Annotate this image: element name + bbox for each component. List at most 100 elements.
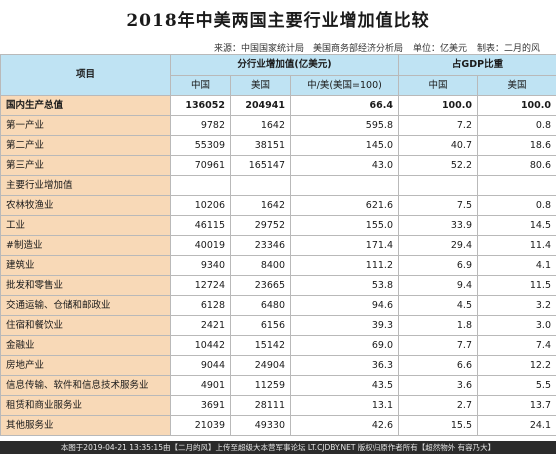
cell-usa-value: 23346 xyxy=(230,235,291,256)
cell-china-share: 4.5 xyxy=(398,295,478,316)
header-usa: 美国 xyxy=(230,75,291,96)
table-row: 第一产业 9782 1642 595.8 7.2 0.8 xyxy=(0,115,556,136)
cell-usa-value: 29752 xyxy=(230,215,291,236)
comparison-table: 项目 分行业增加值(亿美元) 占GDP比重 中国 美国 中/美(美国=100) … xyxy=(0,54,556,436)
cell-usa-value: 204941 xyxy=(230,95,291,116)
cell-china-value: 9044 xyxy=(170,355,231,376)
row-label: 第一产业 xyxy=(0,115,171,136)
cell-usa-share: 4.1 xyxy=(477,255,556,276)
cell-usa-share: 11.4 xyxy=(477,235,556,256)
cell-ratio: 53.8 xyxy=(290,275,399,296)
row-label: 第三产业 xyxy=(0,155,171,176)
cell-usa-value: 1642 xyxy=(230,115,291,136)
cell-ratio: 595.8 xyxy=(290,115,399,136)
table-row: 第三产业 70961 165147 43.0 52.2 80.6 xyxy=(0,155,556,176)
cell-usa-value: 15142 xyxy=(230,335,291,356)
cell-ratio: 145.0 xyxy=(290,135,399,156)
cell-usa-share: 3.0 xyxy=(477,315,556,336)
row-label: 住宿和餐饮业 xyxy=(0,315,171,336)
row-label: 其他服务业 xyxy=(0,415,171,436)
cell-ratio: 155.0 xyxy=(290,215,399,236)
table-row: 其他服务业 21039 49330 42.6 15.5 24.1 xyxy=(0,415,556,436)
cell-china-share: 33.9 xyxy=(398,215,478,236)
cell-usa-share: 80.6 xyxy=(477,155,556,176)
page-title: 2018年中美两国主要行业增加值比较 xyxy=(126,11,430,31)
cell-usa-share xyxy=(477,175,556,196)
header-ratio: 中/美(美国=100) xyxy=(290,75,399,96)
header-group-value: 分行业增加值(亿美元) xyxy=(170,54,399,76)
header-item: 项目 xyxy=(0,54,171,96)
row-label: 国内生产总值 xyxy=(0,95,171,116)
cell-ratio: 66.4 xyxy=(290,95,399,116)
cell-usa-value: 11259 xyxy=(230,375,291,396)
cell-usa-value: 8400 xyxy=(230,255,291,276)
cell-china-share: 7.7 xyxy=(398,335,478,356)
cell-china-value: 10206 xyxy=(170,195,231,216)
cell-usa-value: 28111 xyxy=(230,395,291,416)
row-label: 批发和零售业 xyxy=(0,275,171,296)
row-label: 交通运输、仓储和邮政业 xyxy=(0,295,171,316)
cell-ratio: 171.4 xyxy=(290,235,399,256)
table-row: 批发和零售业 12724 23665 53.8 9.4 11.5 xyxy=(0,275,556,296)
cell-usa-share: 14.5 xyxy=(477,215,556,236)
row-label: 主要行业增加值 xyxy=(0,175,171,196)
row-label: 工业 xyxy=(0,215,171,236)
row-label: #制造业 xyxy=(0,235,171,256)
table-row: 金融业 10442 15142 69.0 7.7 7.4 xyxy=(0,335,556,356)
table-row: 工业 46115 29752 155.0 33.9 14.5 xyxy=(0,215,556,236)
cell-usa-share: 18.6 xyxy=(477,135,556,156)
cell-usa-share: 100.0 xyxy=(477,95,556,116)
table-row: 建筑业 9340 8400 111.2 6.9 4.1 xyxy=(0,255,556,276)
cell-china-share: 7.2 xyxy=(398,115,478,136)
table-row: 交通运输、仓储和邮政业 6128 6480 94.6 4.5 3.2 xyxy=(0,295,556,316)
table-row: 第二产业 55309 38151 145.0 40.7 18.6 xyxy=(0,135,556,156)
row-label: 金融业 xyxy=(0,335,171,356)
cell-usa-share: 12.2 xyxy=(477,355,556,376)
cell-ratio: 36.3 xyxy=(290,355,399,376)
cell-china-value: 46115 xyxy=(170,215,231,236)
cell-usa-value: 165147 xyxy=(230,155,291,176)
cell-usa-share: 13.7 xyxy=(477,395,556,416)
table-row: 农林牧渔业 10206 1642 621.6 7.5 0.8 xyxy=(0,195,556,216)
cell-china-value: 21039 xyxy=(170,415,231,436)
cell-ratio: 621.6 xyxy=(290,195,399,216)
table-row: 住宿和餐饮业 2421 6156 39.3 1.8 3.0 xyxy=(0,315,556,336)
cell-ratio: 42.6 xyxy=(290,415,399,436)
row-label: 房地产业 xyxy=(0,355,171,376)
cell-ratio: 43.0 xyxy=(290,155,399,176)
header-group-share: 占GDP比重 xyxy=(398,54,556,76)
cell-usa-share: 24.1 xyxy=(477,415,556,436)
row-label: 农林牧渔业 xyxy=(0,195,171,216)
row-label: 第二产业 xyxy=(0,135,171,156)
header-china-pct: 中国 xyxy=(398,75,478,96)
cell-usa-value: 23665 xyxy=(230,275,291,296)
cell-china-share: 29.4 xyxy=(398,235,478,256)
cell-china-value: 3691 xyxy=(170,395,231,416)
cell-usa-value: 6480 xyxy=(230,295,291,316)
cell-usa-value: 38151 xyxy=(230,135,291,156)
cell-china-value: 2421 xyxy=(170,315,231,336)
row-label: 建筑业 xyxy=(0,255,171,276)
source-line: 来源：中国国家统计局 美国商务部经济分析局 单位：亿美元 制表：二月的风 xyxy=(0,41,540,54)
cell-usa-value: 49330 xyxy=(230,415,291,436)
cell-ratio: 43.5 xyxy=(290,375,399,396)
cell-usa-value: 1642 xyxy=(230,195,291,216)
cell-china-share: 40.7 xyxy=(398,135,478,156)
cell-china-value: 55309 xyxy=(170,135,231,156)
cell-china-value: 12724 xyxy=(170,275,231,296)
cell-ratio: 94.6 xyxy=(290,295,399,316)
cell-china-value: 136052 xyxy=(170,95,231,116)
cell-ratio: 111.2 xyxy=(290,255,399,276)
author-label: 制表：二月的风 xyxy=(476,44,540,54)
cell-usa-share: 0.8 xyxy=(477,115,556,136)
cell-china-value: 10442 xyxy=(170,335,231,356)
cell-usa-share: 5.5 xyxy=(477,375,556,396)
cell-china-value xyxy=(170,175,231,196)
cell-china-share: 2.7 xyxy=(398,395,478,416)
cell-china-share: 100.0 xyxy=(398,95,478,116)
source-label: 来源：中国国家统计局 美国商务部经济分析局 xyxy=(213,44,403,54)
table-body: 国内生产总值 136052 204941 66.4 100.0 100.0 第一产业 9782… xyxy=(0,95,556,436)
cell-usa-share: 0.8 xyxy=(477,195,556,216)
cell-ratio: 13.1 xyxy=(290,395,399,416)
cell-usa-value xyxy=(230,175,291,196)
